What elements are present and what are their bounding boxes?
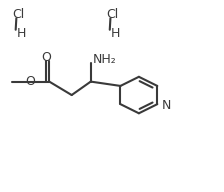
- Text: O: O: [42, 51, 52, 65]
- Text: Cl: Cl: [106, 8, 119, 21]
- Text: O: O: [25, 75, 35, 88]
- Text: N: N: [162, 99, 172, 112]
- Text: NH₂: NH₂: [93, 53, 116, 66]
- Text: H: H: [111, 27, 120, 40]
- Text: H: H: [17, 27, 26, 40]
- Text: Cl: Cl: [12, 8, 25, 21]
